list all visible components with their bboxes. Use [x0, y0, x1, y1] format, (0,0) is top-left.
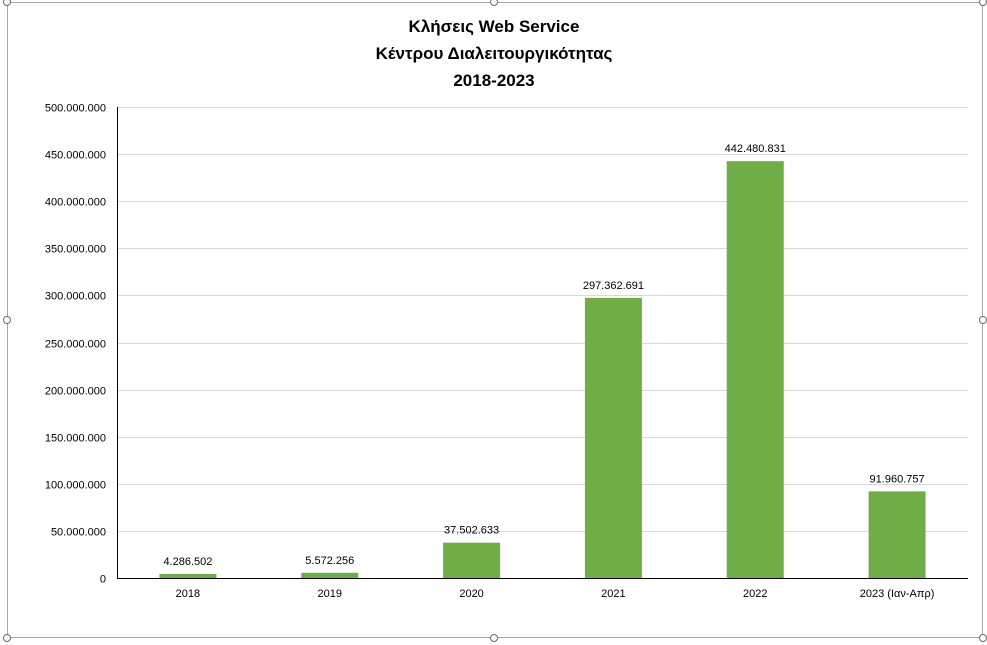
- bars: [159, 161, 926, 579]
- resize-handle-top-center[interactable]: [490, 0, 498, 6]
- y-tick-label: 300.000.000: [45, 291, 106, 303]
- data-label: 37.502.633: [444, 525, 499, 537]
- chart-title: Κλήσεις Web Service Κέντρου Διαλειτουργι…: [376, 17, 613, 90]
- y-tick-label: 400.000.000: [45, 197, 106, 209]
- x-tick-label: 2022: [743, 588, 767, 600]
- bar: [868, 491, 926, 578]
- y-tick-label: 150.000.000: [45, 433, 106, 445]
- y-tick-label: 0: [100, 574, 106, 586]
- y-tick-label: 450.000.000: [45, 150, 106, 162]
- resize-handle-bottom-center[interactable]: [490, 634, 498, 642]
- y-tick-label: 500.000.000: [45, 103, 106, 115]
- data-label: 297.362.691: [583, 280, 644, 292]
- bar: [301, 572, 359, 578]
- y-tick-label: 200.000.000: [45, 386, 106, 398]
- bar: [726, 161, 784, 579]
- y-tick-label: 350.000.000: [45, 244, 106, 256]
- bar: [443, 542, 501, 578]
- y-tick-label: 50.000.000: [51, 527, 106, 539]
- data-label: 442.480.831: [725, 143, 786, 155]
- resize-handle-bottom-left[interactable]: [3, 634, 11, 642]
- y-axis-tick-labels: 0 50.000.000 100.000.000 150.000.000 200.000…: [45, 103, 106, 586]
- chart-title-line: Κλήσεις Web Service: [409, 17, 580, 36]
- data-label: 4.286.502: [163, 556, 212, 568]
- bar: [159, 573, 217, 578]
- x-axis-tick-labels: 2018 2019 2020 2021 2022 2023 (Ιαν-Απρ): [176, 588, 935, 600]
- x-tick-label: 2023 (Ιαν-Απρ): [860, 588, 935, 600]
- x-tick-label: 2020: [459, 588, 483, 600]
- gridlines: [117, 107, 968, 532]
- x-tick-label: 2021: [601, 588, 625, 600]
- resize-handle-middle-left[interactable]: [3, 316, 11, 324]
- x-tick-label: 2018: [176, 588, 200, 600]
- data-labels: 4.286.502 5.572.256 37.502.633 297.362.691 4…: [163, 143, 924, 568]
- y-tick-label: 100.000.000: [45, 480, 106, 492]
- data-label: 5.572.256: [305, 555, 354, 567]
- resize-handle-top-left[interactable]: [3, 0, 11, 6]
- chart-title-line: 2018-2023: [453, 71, 534, 90]
- chart-title-line: Κέντρου Διαλειτουργικότητας: [376, 44, 613, 63]
- y-tick-label: 250.000.000: [45, 339, 106, 351]
- data-label: 91.960.757: [870, 473, 925, 485]
- bar: [584, 297, 642, 578]
- x-tick-label: 2019: [318, 588, 342, 600]
